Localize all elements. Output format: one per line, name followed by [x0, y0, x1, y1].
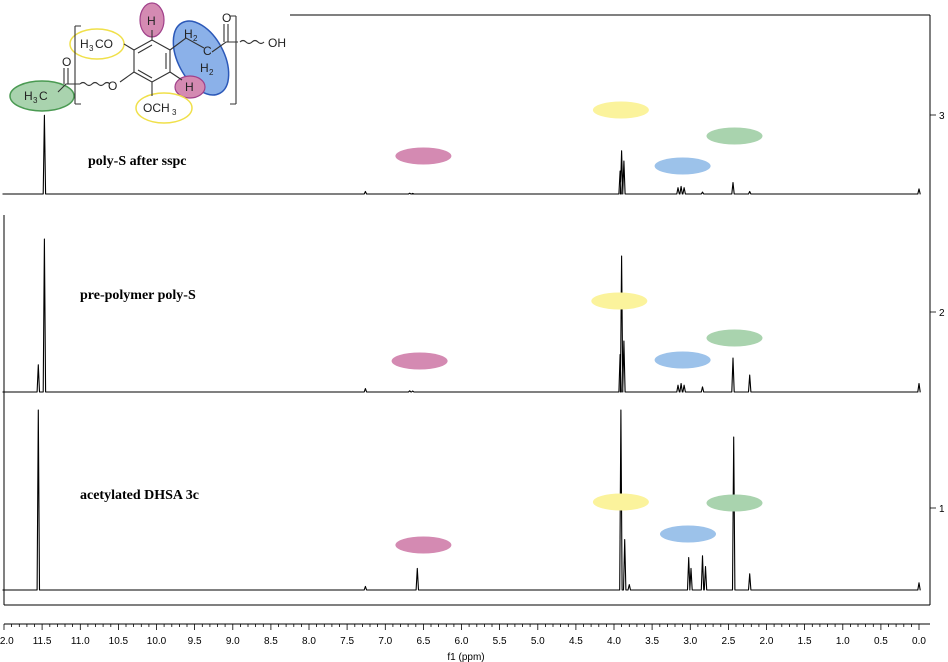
x-tick-label: 2.5	[721, 636, 735, 647]
ch2-top-h: H	[184, 27, 193, 41]
methoxy-bottom-sub: 3	[172, 108, 177, 117]
methoxy-top-sub: 3	[89, 44, 94, 53]
ester-o-bond	[119, 71, 135, 83]
methoxy-top-h: H	[80, 37, 89, 51]
wavy-bond-left	[79, 81, 111, 87]
x-tick-label: 4.0	[607, 636, 621, 647]
methoxy-top-bond	[123, 43, 135, 51]
right-axis-label-3: 3	[939, 111, 945, 122]
right-axis: 3 2 1	[929, 15, 945, 605]
bracket-right	[230, 15, 237, 105]
marker-pink-1	[395, 147, 452, 165]
benzene-inner-bonds	[137, 44, 167, 79]
marker-blue-3	[654, 157, 711, 175]
acetyl-chain	[57, 83, 80, 93]
ch2-bottom-h: H	[200, 61, 209, 75]
h-aromatic-bottom-highlight	[174, 75, 206, 99]
ch2-chain	[169, 37, 205, 51]
methoxy-top-co: CO	[95, 37, 113, 51]
right-axis-label-2: 2	[939, 308, 945, 319]
marker-blue-11	[660, 525, 716, 543]
marker-yellow-2	[592, 101, 649, 119]
x-tick-label: 7.0	[378, 636, 392, 647]
x-axis: 12.0 11.5 11.0 10.5 10.0 9.5 9.0 8.5 8.0 7.5 7.0 6.…	[0, 623, 930, 662]
trace-label-acetylated-dhsa-3c: acetylated DHSA 3c	[80, 488, 199, 503]
spectrum-trace-3	[2, 409, 921, 591]
marker-green-4	[706, 127, 763, 145]
x-tick-label: 5.0	[531, 636, 545, 647]
x-tick-label: 9.0	[226, 636, 240, 647]
h-top-label: H	[147, 14, 156, 28]
acetyl-methyl-highlight	[9, 80, 75, 112]
methyl-c: C	[39, 89, 48, 103]
spectra-traces	[2, 114, 921, 591]
x-tick-label: 4.5	[569, 636, 583, 647]
carbonyl-double-bond-right	[223, 24, 229, 42]
x-tick-label: 11.5	[33, 636, 52, 647]
marker-green-12	[706, 494, 763, 512]
x-tick-label: 7.5	[340, 636, 354, 647]
methoxy-bottom-highlight	[135, 92, 193, 124]
x-tick-label: 9.5	[188, 636, 202, 647]
x-tick-label: 12.0	[0, 636, 14, 647]
wavy-bond-right	[239, 39, 265, 45]
x-tick-label: 11.0	[71, 636, 90, 647]
ch2-bottom-sub: 2	[209, 68, 214, 77]
trace-label-poly-s-after-sspc: poly-S after sspc	[88, 154, 187, 169]
right-axis-label-1: 1	[939, 504, 945, 515]
spectrum-trace-1	[2, 114, 921, 195]
proton-markers	[391, 101, 763, 554]
h-bottom-bond	[169, 71, 183, 81]
marker-yellow-10	[592, 493, 649, 511]
x-tick-label: 3.5	[645, 636, 659, 647]
x-tick-label: 5.5	[493, 636, 507, 647]
oh-label: OH	[268, 36, 286, 50]
marker-yellow-6	[591, 292, 648, 310]
x-tick-label: 1.0	[836, 636, 850, 647]
chemical-structure: H H H 2 C H 2 OH O O O H 3 C H 3 CO OCH …	[9, 2, 286, 124]
carbonyl-o-left: O	[62, 55, 71, 69]
marker-pink-9	[395, 536, 452, 554]
x-axis-title: f1 (ppm)	[447, 652, 484, 662]
marker-pink-5	[391, 352, 448, 370]
x-tick-label: 1.5	[798, 636, 812, 647]
h-bottom-label: H	[185, 80, 194, 94]
x-tick-label: 6.5	[416, 636, 430, 647]
x-tick-label: 0.5	[874, 636, 888, 647]
marker-blue-7	[654, 351, 711, 369]
methyl-h: H	[24, 89, 33, 103]
x-tick-label: 8.0	[302, 636, 316, 647]
carbonyl-o-right: O	[222, 11, 231, 25]
ester-o-label: O	[108, 79, 117, 93]
methoxy-bottom-och: OCH	[143, 101, 170, 115]
x-tick-label: 3.0	[683, 636, 697, 647]
x-tick-label: 10.5	[109, 636, 129, 647]
spectrum-trace-2	[2, 238, 921, 393]
ch2-top-sub: 2	[193, 34, 198, 43]
x-tick-label: 8.5	[264, 636, 278, 647]
methyl-sub: 3	[33, 96, 38, 105]
x-tick-label: 6.0	[455, 636, 469, 647]
plot-frame	[3, 14, 930, 606]
marker-green-8	[706, 329, 763, 347]
carbonyl-double-bond-left	[63, 68, 69, 84]
x-tick-label: 10.0	[147, 636, 167, 647]
carbonyl-chain	[211, 41, 238, 53]
trace-label-pre-polymer-poly-s: pre-polymer poly-S	[80, 288, 196, 303]
x-tick-label: 2.0	[760, 636, 774, 647]
bracket-left	[74, 25, 81, 105]
ch2-c: C	[203, 44, 212, 58]
x-tick-label: 0.0	[912, 636, 926, 647]
